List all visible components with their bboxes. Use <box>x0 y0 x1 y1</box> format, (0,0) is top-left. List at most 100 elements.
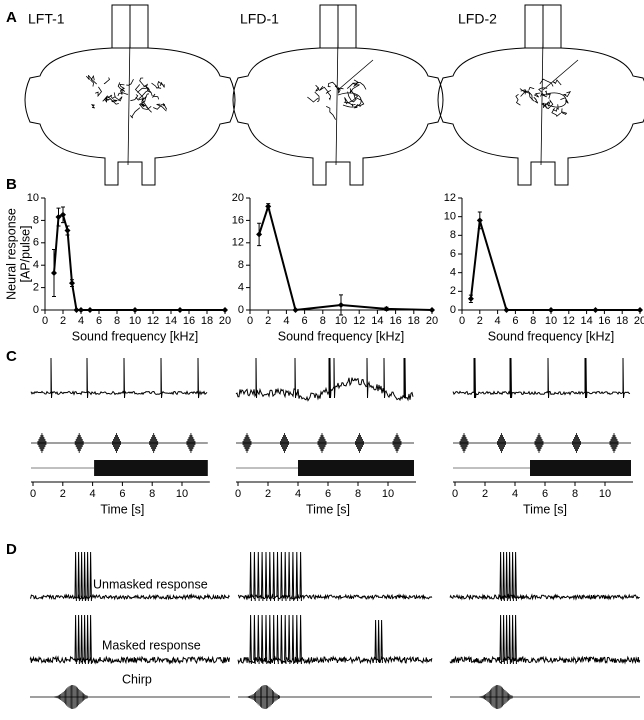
y-tick-label: 12 <box>232 237 244 249</box>
x-tick-label: 0 <box>30 488 36 500</box>
x-axis-label: Sound frequency [kHz] <box>488 329 614 343</box>
marker <box>292 307 299 313</box>
neuron-title: LFD-2 <box>458 11 497 27</box>
x-tick-label: 16 <box>389 315 401 327</box>
y-tick-label: 12 <box>444 192 456 204</box>
x-tick-label: 10 <box>176 488 188 500</box>
y-tick-label: 0 <box>238 304 244 316</box>
x-tick-label: 6 <box>96 315 102 327</box>
y-tick-label: 2 <box>33 282 39 294</box>
x-tick-label: 2 <box>265 315 271 327</box>
marker <box>429 307 435 313</box>
y-tick-label: 6 <box>33 237 39 249</box>
y-tick-label: 20 <box>232 192 244 204</box>
spike-trace <box>235 357 414 402</box>
panel-label: B <box>6 176 17 193</box>
x-tick-label: 6 <box>512 315 518 327</box>
x-tick-label: 10 <box>129 315 141 327</box>
x-tick-label: 18 <box>616 315 628 327</box>
marker <box>383 305 390 312</box>
noise-block <box>530 460 631 476</box>
x-tick-label: 2 <box>60 488 66 500</box>
y-tick-label: 4 <box>238 282 244 294</box>
marker <box>265 203 272 210</box>
x-tick-label: 14 <box>165 315 177 327</box>
x-tick-label: 8 <box>114 315 120 327</box>
x-tick-label: 8 <box>572 488 578 500</box>
marker <box>78 307 84 313</box>
x-tick-label: 8 <box>320 315 326 327</box>
data-line <box>53 213 225 311</box>
x-tick-label: 12 <box>563 315 575 327</box>
response-trace <box>449 551 640 602</box>
y-tick-label: 16 <box>232 214 244 226</box>
x-tick-label: 10 <box>335 315 347 327</box>
x-tick-label: 0 <box>235 488 241 500</box>
marker <box>55 214 62 221</box>
x-tick-label: 0 <box>42 315 48 327</box>
marker <box>592 307 599 313</box>
y-axis-label: Neural response <box>4 208 18 300</box>
chirp-trace <box>30 685 230 709</box>
neuron-drawing <box>85 34 168 166</box>
x-tick-label: 2 <box>482 488 488 500</box>
x-axis-label: Sound frequency [kHz] <box>278 329 404 343</box>
x-tick-label: 4 <box>495 315 501 327</box>
chirp-trace <box>450 685 640 709</box>
x-tick-label: 0 <box>452 488 458 500</box>
x-tick-label: 16 <box>183 315 195 327</box>
y-tick-label: 0 <box>450 304 456 316</box>
marker <box>256 231 263 238</box>
y-tick-label: 8 <box>238 259 244 271</box>
y-tick-label: 8 <box>33 214 39 226</box>
x-tick-label: 16 <box>598 315 610 327</box>
stimulus-trace <box>236 433 414 453</box>
response-trace <box>237 551 433 602</box>
y-tick-label: 2 <box>450 285 456 297</box>
marker <box>87 307 93 313</box>
panel-label: D <box>6 541 17 558</box>
x-tick-label: 12 <box>147 315 159 327</box>
response-trace <box>237 614 433 665</box>
x-tick-label: 6 <box>542 488 548 500</box>
stimulus-trace <box>453 433 631 453</box>
y-tick-label: 0 <box>33 304 39 316</box>
x-tick-label: 4 <box>78 315 84 327</box>
marker <box>60 211 66 218</box>
y-tick-label: 10 <box>444 211 456 223</box>
noise-block <box>94 460 208 476</box>
marker <box>503 307 510 313</box>
x-tick-label: 4 <box>295 488 301 500</box>
x-tick-label: 14 <box>580 315 592 327</box>
stimulus-trace <box>31 433 208 453</box>
spike-trace <box>30 357 208 399</box>
x-tick-label: 20 <box>634 315 644 327</box>
panel-label: A <box>6 9 17 26</box>
noise-block <box>298 460 414 476</box>
data-line <box>258 202 433 312</box>
x-axis-label: Sound frequency [kHz] <box>72 329 198 343</box>
y-tick-label: 8 <box>450 229 456 241</box>
marker <box>338 301 344 308</box>
x-tick-label: 2 <box>477 315 483 327</box>
marker <box>467 295 474 302</box>
marker <box>132 307 138 313</box>
marker <box>177 307 183 313</box>
panel-label: C <box>6 348 17 365</box>
response-trace <box>29 614 230 665</box>
x-tick-label: 18 <box>201 315 213 327</box>
data-line <box>469 220 640 311</box>
x-tick-label: 2 <box>265 488 271 500</box>
x-axis-label: Time [s] <box>523 502 567 516</box>
brain-outline <box>24 4 236 186</box>
x-tick-label: 8 <box>149 488 155 500</box>
x-tick-label: 0 <box>247 315 253 327</box>
x-tick-label: 20 <box>426 315 438 327</box>
x-tick-label: 4 <box>512 488 518 500</box>
x-axis-label: Time [s] <box>100 502 144 516</box>
marker <box>64 227 71 234</box>
response-trace <box>449 614 641 665</box>
marker <box>548 307 554 313</box>
marker <box>222 307 228 313</box>
